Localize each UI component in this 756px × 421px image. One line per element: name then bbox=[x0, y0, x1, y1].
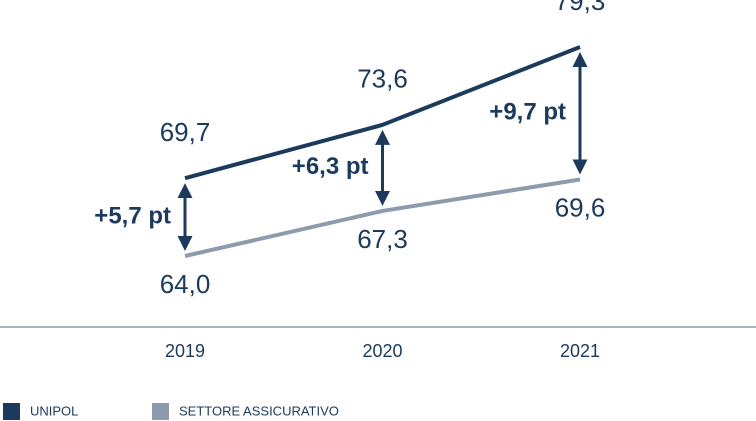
series-line bbox=[184, 45, 581, 181]
legend-swatch bbox=[3, 403, 20, 420]
value-label: 69,6 bbox=[555, 192, 606, 222]
difference-label: +5,7 pt bbox=[94, 202, 171, 229]
legend-label: SETTORE ASSICURATIVO bbox=[179, 403, 339, 418]
value-label: 79,3 bbox=[555, 0, 606, 16]
value-label: 67,3 bbox=[357, 224, 408, 254]
series-line bbox=[184, 177, 581, 258]
value-label: 73,6 bbox=[357, 64, 408, 94]
x-tick-label: 2019 bbox=[165, 341, 205, 361]
x-tick-label: 2021 bbox=[560, 341, 600, 361]
value-label: 69,7 bbox=[160, 117, 211, 147]
legend-label: UNIPOL bbox=[30, 403, 78, 418]
legend-swatch bbox=[152, 403, 169, 420]
x-tick-label: 2020 bbox=[362, 341, 402, 361]
difference-label: +6,3 pt bbox=[292, 153, 369, 180]
value-label: 64,0 bbox=[160, 269, 211, 299]
difference-label: +9,7 pt bbox=[489, 99, 566, 126]
